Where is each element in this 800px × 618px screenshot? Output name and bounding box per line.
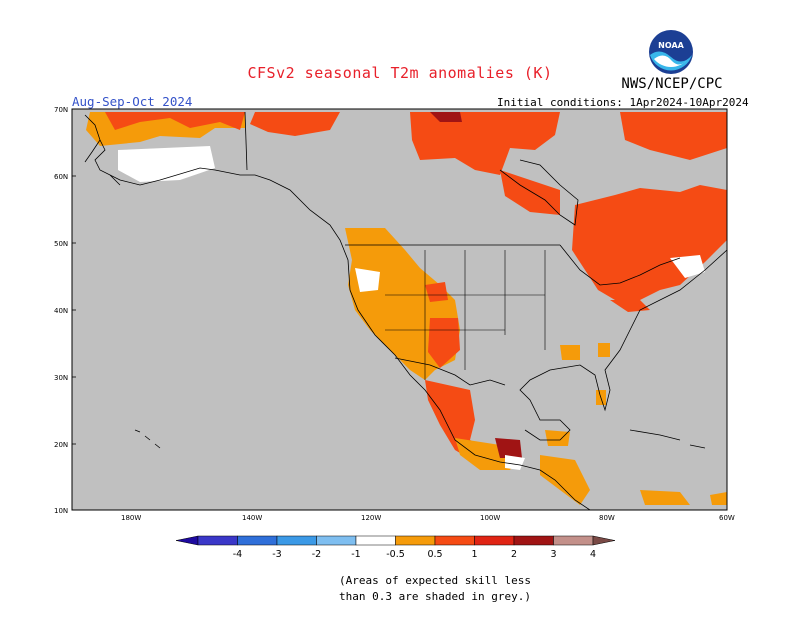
lat-tick: 50N (54, 240, 68, 248)
anomaly-mexico-white (505, 455, 525, 470)
anomaly-baffin-red (620, 112, 727, 160)
anomaly-fields (86, 112, 727, 505)
lat-tick: 10N (54, 507, 68, 515)
lon-tick: 100W (480, 514, 500, 522)
colorbar-label: 0.5 (427, 549, 442, 560)
colorbar-segment (237, 535, 278, 546)
colorbar-label: 1 (471, 549, 477, 560)
noaa-logo: NOAA (649, 30, 693, 74)
lon-tick: 80W (599, 514, 615, 522)
anomaly-alaska-red (105, 112, 245, 130)
anomaly-centralamerica-orange (540, 455, 590, 505)
initial-conditions: Initial conditions: 1Apr2024-10Apr2024 (497, 96, 749, 109)
anomaly-ne-us-red (610, 300, 650, 312)
colorbar-label: -3 (272, 549, 281, 560)
lat-tick: 60N (54, 173, 68, 181)
colorbar-arrow-low (175, 535, 199, 546)
colorbar-label: -4 (233, 549, 242, 560)
coastlines (84, 111, 727, 510)
coastline-hudson (499, 159, 579, 226)
colorbar-segment (197, 535, 238, 546)
anomaly-east-white (670, 255, 705, 278)
skill-note: (Areas of expected skill less than 0.3 a… (0, 573, 800, 605)
lon-tick: 140W (242, 514, 262, 522)
colorbar-label: -2 (312, 549, 321, 560)
lon-tick: 120W (361, 514, 381, 522)
agency-label: NWS/NCEP/CPC (621, 76, 723, 92)
map-frame (71, 108, 728, 511)
colorbar-segment (474, 535, 515, 546)
anomaly-arctic-red-w (250, 112, 340, 136)
anomaly-west-white (355, 268, 380, 292)
anomaly-mexico-red (425, 380, 500, 465)
border-alaska (244, 111, 248, 171)
colorbar-label: 2 (511, 549, 517, 560)
colorbar: -4 -3 -2 -1 -0.5 0.5 1 2 3 4 (175, 535, 616, 560)
anomaly-sa-orange (640, 490, 690, 505)
border-us-mexico (394, 357, 506, 386)
lat-tick: 20N (54, 441, 68, 449)
anomaly-mexico-orange (455, 438, 520, 470)
colorbar-segment (276, 535, 317, 546)
colorbar-label: -0.5 (386, 549, 405, 560)
border-us-canada-east (559, 244, 681, 286)
coastline-alaska-w (84, 139, 121, 186)
anomaly-alaska-white (118, 146, 215, 182)
colorbar-segment (355, 535, 396, 546)
lon-tick: 180W (121, 514, 141, 522)
anomaly-arctic-darkred (430, 112, 462, 122)
colorbar-label: 4 (590, 549, 596, 560)
hawaii (134, 429, 161, 449)
colorbar-segment (434, 535, 475, 546)
lat-tick: 40N (54, 307, 68, 315)
anomaly-gulf-orange (560, 345, 580, 360)
colorbar-label: 3 (550, 549, 556, 560)
anomaly-se-orange (598, 343, 610, 357)
anomaly-sa-orange-e (710, 492, 727, 505)
anomaly-yucatan-orange (545, 430, 570, 446)
colorbar-label: -1 (351, 549, 360, 560)
svg-text:NOAA: NOAA (658, 41, 684, 50)
colorbar-segment (395, 535, 436, 546)
lat-tick: 70N (54, 106, 68, 114)
skill-note-line1: (Areas of expected skill less (338, 574, 532, 587)
anomaly-mexico-darkred (495, 438, 522, 458)
lon-axis: 180W 140W 120W 100W 80W 60W (121, 514, 735, 522)
state-borders (385, 250, 546, 380)
anomaly-arctic-red-c (410, 112, 560, 175)
chart-title: CFSv2 seasonal T2m anomalies (K) (247, 64, 553, 82)
anomaly-rockies-red (425, 282, 448, 302)
lon-tick: 60W (719, 514, 735, 522)
coastline-atlantic (519, 249, 727, 441)
skill-note-line2: than 0.3 are shaded in grey.) (338, 590, 532, 603)
lat-tick: 30N (54, 374, 68, 382)
lat-axis: 70N 60N 50N 40N 30N 20N 10N (54, 106, 76, 515)
forecast-period: Aug-Sep-Oct 2024 (72, 94, 193, 109)
colorbar-segment (316, 535, 357, 546)
caribbean (629, 429, 706, 449)
colorbar-segment (553, 535, 594, 546)
anomaly-southwest-red (428, 318, 460, 368)
colorbar-arrow-high (592, 535, 616, 546)
colorbar-segment (513, 535, 554, 546)
